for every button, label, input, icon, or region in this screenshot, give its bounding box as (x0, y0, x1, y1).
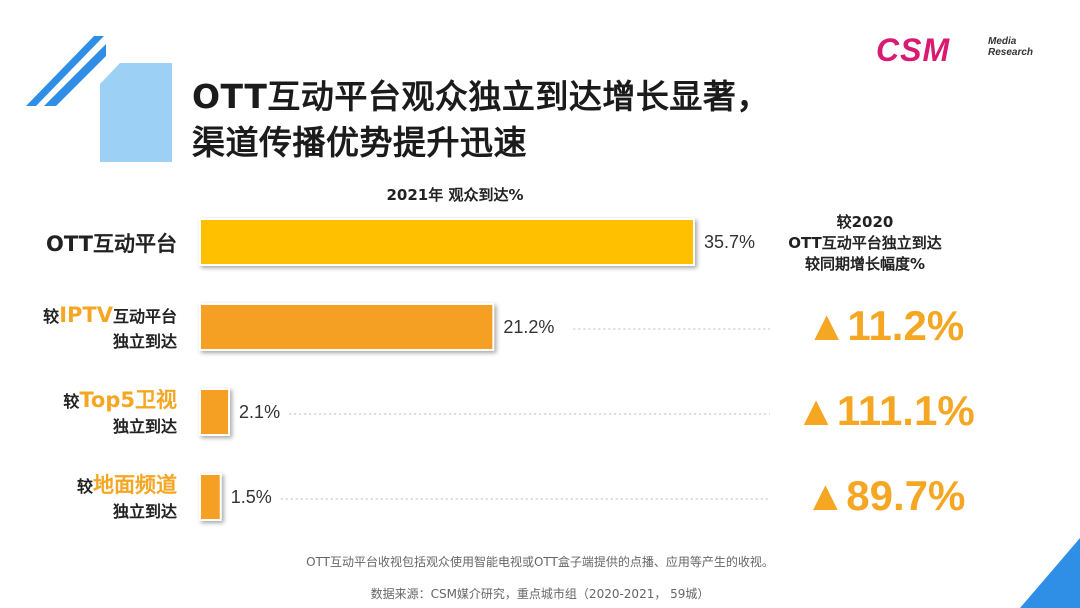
bar-value-label-3: 1.5% (231, 487, 272, 507)
logo-sub-line2: Research (988, 47, 1034, 58)
bar-value-label-2: 2.1% (239, 402, 280, 422)
logo-brand: CSM (876, 32, 951, 68)
data-source: 数据来源：CSM媒介研究，重点城市组（2020-2021， 59城） (370, 587, 710, 601)
corner-decoration (1020, 538, 1080, 608)
category-label-1: 较IPTV互动平台 独立到达 (43, 303, 177, 351)
growth-header-line3: 较同期增长幅度% (804, 255, 926, 273)
growth-header-line2: OTT互动平台独立到达 (788, 234, 942, 252)
growth-header: 较2020 OTT互动平台独立到达 较同期增长幅度% (760, 212, 970, 275)
logo-sub-line1: Media (988, 36, 1017, 47)
bar-2 (199, 388, 231, 436)
growth-header-line1: 较2020 (836, 213, 894, 231)
footnote: OTT互动平台收视包括观众使用智能电视或OTT盒子端提供的点播、应用等产生的收视… (306, 555, 774, 569)
growth-value-1: ▲11.2% (805, 302, 965, 349)
category-label-0: OTT互动平台 (46, 232, 177, 256)
header-decoration (26, 36, 172, 162)
bar-value-label-0: 35.7% (704, 232, 755, 252)
growth-value-2: ▲111.1% (795, 387, 975, 434)
chart-title: 2021年 观众到达% (386, 186, 523, 204)
growth-value-3: ▲89.7% (804, 472, 966, 519)
bar-1 (199, 303, 495, 351)
category-label-2: 较Top5卫视 独立到达 (63, 388, 177, 436)
bar-3 (199, 473, 222, 521)
page-title-line1: OTT互动平台观众独立到达增长显著， (192, 77, 770, 116)
bar-value-label-1: 21.2% (503, 317, 554, 337)
csm-logo: CSM Media Research (876, 32, 1046, 72)
bar-0 (199, 218, 695, 266)
category-label-3: 较地面频道 独立到达 (76, 473, 177, 521)
page-title-line2: 渠道传播优势提升迅速 (192, 123, 527, 162)
